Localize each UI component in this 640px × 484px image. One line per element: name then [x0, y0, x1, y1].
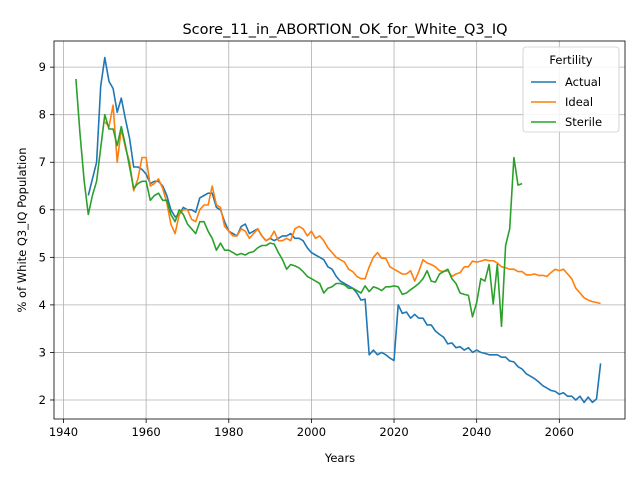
- legend-box: [522, 46, 620, 133]
- chart-title: Score_11_in_ABORTION_OK_for_White_Q3_IQ: [182, 22, 507, 38]
- y-tick-label: 6: [39, 203, 46, 217]
- x-tick-label: 1960: [131, 425, 160, 439]
- legend-label-actual: Actual: [565, 75, 601, 89]
- x-axis-ticks: 1940 1960 1980 2000 2020 2040 2060: [49, 419, 574, 439]
- x-tick-label: 2040: [462, 425, 491, 439]
- plot-frame: [53, 40, 626, 420]
- x-tick-label: 2020: [379, 425, 408, 439]
- x-tick-label: 2060: [545, 425, 574, 439]
- y-tick-label: 5: [39, 250, 46, 264]
- series-line-ideal: [104, 104, 601, 305]
- series-line-sterile: [75, 78, 523, 328]
- legend-title: Fertility: [549, 53, 592, 67]
- x-axis-label: Years: [324, 451, 355, 465]
- x-tick-label: 1980: [214, 425, 243, 439]
- y-tick-label: 9: [39, 60, 46, 74]
- y-tick-label: 8: [39, 108, 46, 122]
- legend-entries: Actual Ideal Sterile: [531, 75, 602, 129]
- x-tick-label: 2000: [297, 425, 326, 439]
- legend: Fertility Actual Ideal Sterile: [522, 46, 620, 133]
- series-lines: [75, 56, 602, 404]
- y-axis-label: % of White Q3_IQ Population: [15, 147, 29, 312]
- y-tick-label: 3: [39, 345, 46, 359]
- y-axis-ticks: 2 3 4 5 6 7 8 9: [39, 60, 54, 407]
- x-tick-label: 1940: [49, 425, 78, 439]
- y-tick-label: 7: [39, 155, 46, 169]
- legend-label-sterile: Sterile: [565, 115, 602, 129]
- y-tick-label: 2: [39, 393, 46, 407]
- y-tick-label: 4: [39, 298, 46, 312]
- legend-label-ideal: Ideal: [565, 95, 593, 109]
